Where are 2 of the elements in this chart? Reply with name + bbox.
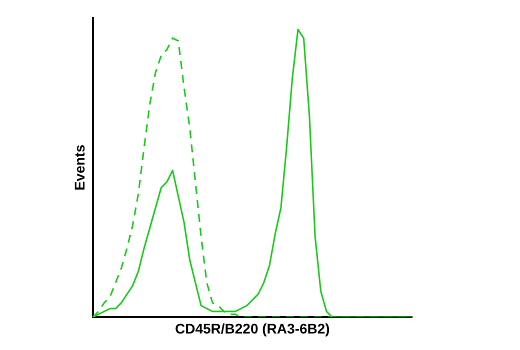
y-axis-title: Events xyxy=(71,144,88,191)
x-axis-title: CD45R/B220 (RA3-6B2) xyxy=(174,320,330,336)
